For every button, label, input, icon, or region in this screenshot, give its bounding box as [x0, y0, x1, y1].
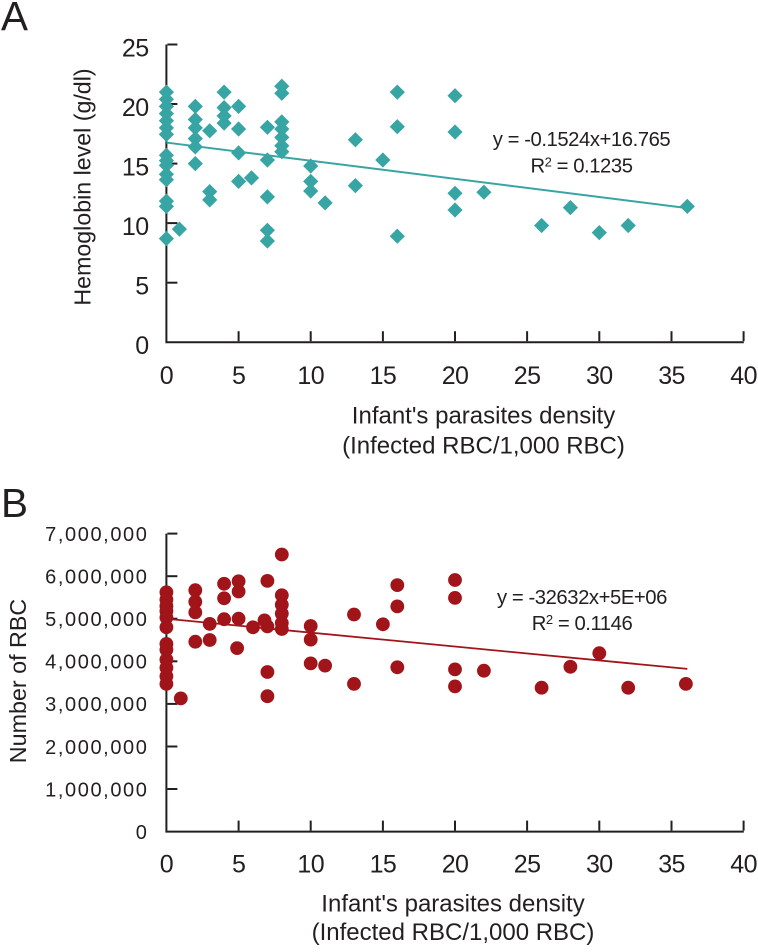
- svg-text:25: 25: [122, 35, 149, 63]
- svg-text:A: A: [1, 0, 28, 39]
- svg-text:5: 5: [232, 362, 245, 390]
- svg-text:10: 10: [122, 213, 149, 241]
- svg-text:7,000,000: 7,000,000: [45, 524, 148, 546]
- svg-text:40: 40: [730, 362, 757, 390]
- svg-text:20: 20: [442, 851, 469, 879]
- svg-text:1,000,000: 1,000,000: [45, 779, 148, 801]
- svg-text:25: 25: [514, 362, 541, 390]
- svg-text:10: 10: [297, 362, 324, 390]
- svg-text:R2 = 0.1146: R2 = 0.1146: [532, 612, 633, 635]
- svg-text:0: 0: [160, 851, 173, 879]
- svg-text:(Infected RBC/1,000 RBC): (Infected RBC/1,000 RBC): [342, 433, 625, 460]
- svg-text:30: 30: [586, 851, 613, 879]
- svg-text:15: 15: [122, 154, 149, 182]
- svg-text:0: 0: [160, 362, 173, 390]
- svg-text:0: 0: [135, 332, 148, 360]
- svg-text:20: 20: [442, 362, 469, 390]
- svg-text:Number of RBC: Number of RBC: [5, 599, 31, 763]
- svg-text:25: 25: [514, 851, 541, 879]
- svg-text:5: 5: [135, 273, 148, 301]
- svg-text:R2 = 0.1235: R2 = 0.1235: [530, 154, 632, 177]
- svg-text:y = -0.1524x+16.765: y = -0.1524x+16.765: [493, 129, 671, 151]
- svg-text:(Infected RBC/1,000 RBC): (Infected RBC/1,000 RBC): [312, 919, 595, 946]
- svg-text:Infant's parasites density: Infant's parasites density: [352, 403, 615, 430]
- svg-text:15: 15: [370, 851, 397, 879]
- svg-text:5: 5: [232, 851, 245, 879]
- svg-text:3,000,000: 3,000,000: [45, 694, 148, 716]
- svg-text:Hemoglobin level (g/dl): Hemoglobin level (g/dl): [70, 68, 96, 305]
- svg-text:40: 40: [730, 851, 757, 879]
- svg-text:5,000,000: 5,000,000: [45, 609, 148, 631]
- svg-text:B: B: [1, 480, 28, 526]
- svg-text:10: 10: [297, 851, 324, 879]
- svg-text:y = -32632x+5E+06: y = -32632x+5E+06: [497, 587, 667, 609]
- svg-text:2,000,000: 2,000,000: [45, 737, 148, 759]
- svg-text:0: 0: [136, 822, 149, 844]
- svg-text:15: 15: [370, 362, 397, 390]
- svg-text:30: 30: [586, 362, 613, 390]
- svg-text:4,000,000: 4,000,000: [45, 652, 148, 674]
- svg-text:Infant's parasites density: Infant's parasites density: [321, 891, 584, 918]
- svg-text:20: 20: [122, 94, 149, 122]
- svg-text:35: 35: [658, 851, 685, 879]
- svg-text:35: 35: [658, 362, 685, 390]
- svg-text:6,000,000: 6,000,000: [45, 567, 148, 589]
